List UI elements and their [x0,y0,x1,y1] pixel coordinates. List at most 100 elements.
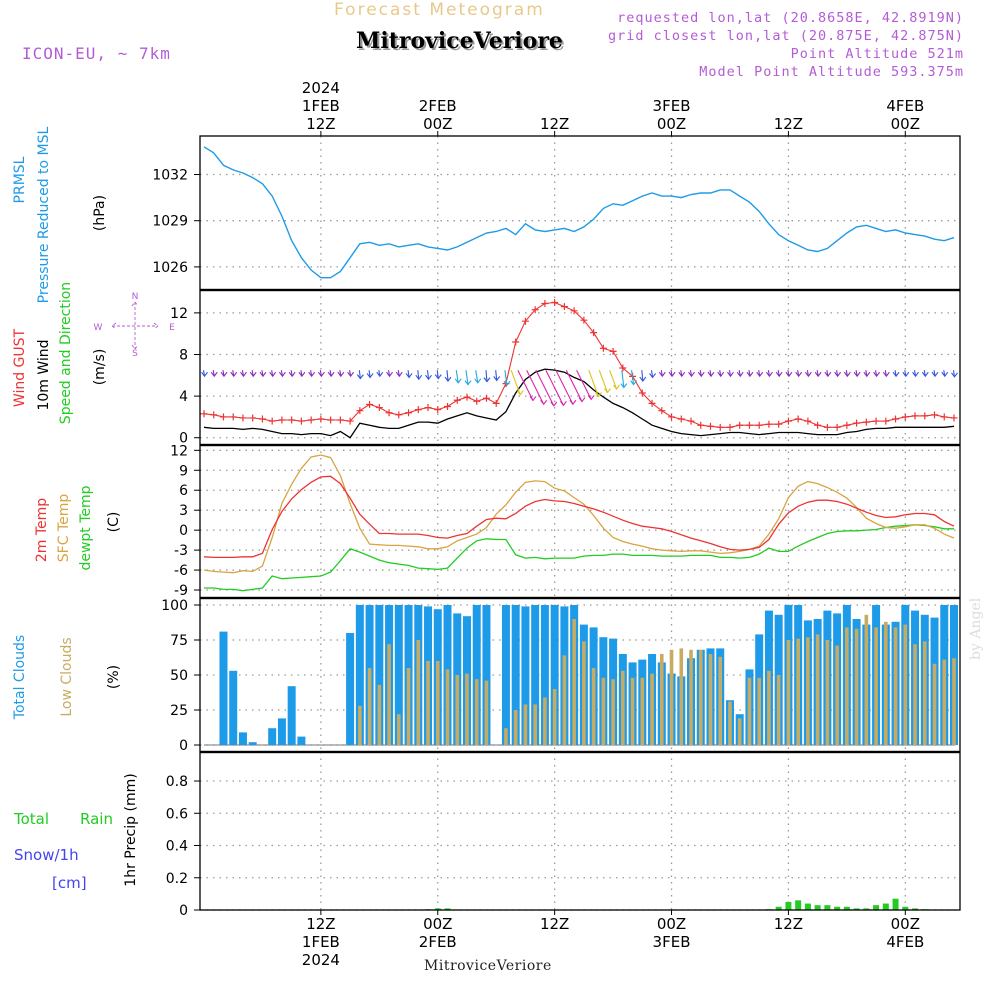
wind-direction-arrowhead [317,371,325,378]
wind-direction-arrowhead [269,371,277,378]
low-cloud-bar [377,684,382,745]
temp-ytick-label: -6 [174,563,188,579]
wind-gust-marker [327,416,335,424]
wind-gust-marker [843,421,851,429]
low-cloud-bar [669,649,674,745]
wind-gust-marker [619,364,627,372]
low-cloud-bar [621,670,625,745]
top-time-label: 12Z [774,115,803,133]
low-cloud-bar [533,704,537,745]
rain-bar [775,906,782,910]
wind-gust-marker [940,413,948,421]
rain-bar [853,908,860,910]
wind-gust-marker [346,417,354,425]
wind-gust-marker [521,317,529,325]
wind-direction-arrow [417,370,420,380]
wind-direction-arrow [495,370,498,381]
sfc-temp-series-line [203,454,955,574]
wind-direction-arrowhead [824,371,832,378]
temp-ytick-label: 3 [179,503,188,519]
wind-gust-marker [219,413,227,421]
wind-direction-arrow [588,370,599,397]
low-cloud-bar [611,679,615,745]
precip-ytick-label: 0 [179,903,188,919]
wind-direction-arrow [504,370,508,386]
plot-frame [199,135,961,911]
low-cloud-bar [455,675,460,745]
cloud-unit-label: (%) [106,665,122,689]
low-cloud-bar [630,677,635,745]
wind-direction-arrowhead [756,371,764,378]
wind-direction-arrowhead [347,371,355,378]
footer-station-name: MitroviceVeriore [424,958,552,974]
cloud-ytick-label: 75 [170,633,188,649]
pressure-label-msl: Pressure Reduced to MSL [36,126,52,303]
wind-gust-marker [590,329,598,337]
low-cloud-bar [728,701,732,745]
wind-direction-arrow [407,370,410,378]
wind-gust-marker [687,417,695,425]
wind-direction-arrowhead [765,371,773,378]
panel-separator [200,288,960,292]
low-cloud-bar [504,728,508,745]
wind-direction-arrowhead [529,396,537,402]
bottom-time-label: 2024 [302,951,340,969]
top-time-label: 00Z [423,115,452,133]
wind-gust-marker [853,419,861,427]
wind-gust-marker [307,416,315,424]
precip-ytick-label: 0.4 [166,839,188,855]
low-cloud-bar [922,641,927,745]
bottom-time-label: 2FEB [419,933,457,951]
wind-unit-label: (m/s) [92,349,108,386]
low-cloud-bar [367,668,372,745]
wind-ytick-label: 12 [170,306,188,322]
wind-direction-arrowhead [668,371,676,378]
wind-gust-line [203,301,955,428]
precip-ytick-label: 0.8 [166,774,188,790]
wind-gust-marker [784,417,792,425]
low-cloud-bar [543,697,547,745]
wind-gust-marker [609,347,617,355]
low-cloud-bar [815,634,820,745]
wind-direction-arrowhead [493,376,501,382]
total-cloud-bar [472,605,481,745]
wind-direction-arrowhead [863,371,871,378]
wind-direction-arrowhead [746,371,754,378]
low-cloud-bar [659,654,664,745]
bottom-time-label: 00Z [657,915,686,933]
wind-direction-arrowhead [337,371,345,378]
wind-direction-arrow [455,370,459,383]
compass-n: N [132,292,139,302]
wind-direction-arrow [446,370,449,382]
wind-gust-marker [862,418,870,426]
low-cloud-bar [406,668,411,745]
rain-bar [892,898,899,910]
wind-gust-marker [551,298,559,306]
low-cloud-bar [484,680,489,745]
pressure-label-prmsl: PRMSL [12,156,28,203]
wind-gust-marker [697,421,705,429]
temp-ytick-label: 9 [179,463,188,479]
total-cloud-bar [219,631,228,745]
temp-ytick-label: 12 [170,443,188,459]
top-time-label: 12Z [306,115,335,133]
wind-direction-arrowhead [785,371,793,378]
rain-bar [434,908,441,910]
total-cloud-bar [248,742,257,745]
wind-direction-arrowhead [843,371,851,378]
low-cloud-bar [913,644,917,745]
wind-direction-arrow [545,369,564,406]
compass-s: S [132,349,138,359]
low-cloud-bar [465,673,469,745]
total-cloud-bar [277,718,286,745]
low-cloud-bar [747,677,752,745]
pressure-ytick-label: 1032 [152,168,188,184]
wind-gust-marker [356,407,364,415]
low-cloud-bar [397,714,401,745]
temp-ytick-label: 6 [179,483,188,499]
rain-bar [882,903,889,910]
wind-gust-marker [405,409,413,417]
wind-gust-marker [658,407,666,415]
wind-direction-arrow [517,369,534,401]
wind-direction-arrowhead [795,371,803,378]
